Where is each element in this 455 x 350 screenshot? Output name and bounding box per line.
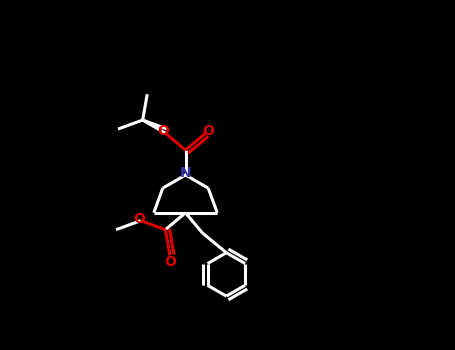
- Text: N: N: [180, 166, 191, 180]
- Text: O: O: [164, 255, 176, 269]
- Text: O: O: [202, 125, 214, 139]
- Text: O: O: [158, 125, 170, 139]
- Text: O: O: [133, 212, 145, 226]
